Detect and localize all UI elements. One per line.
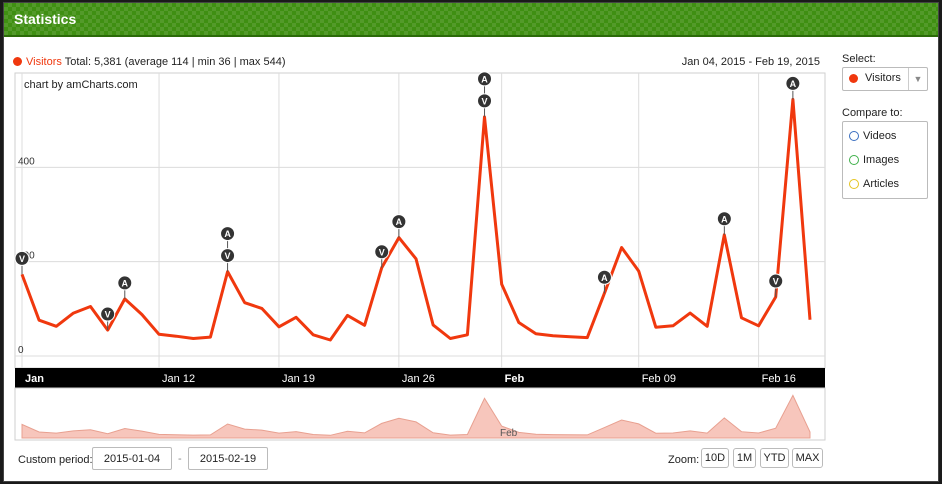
grid-lines: [15, 73, 825, 368]
annotation-label: A: [481, 74, 488, 84]
images-color-icon: [849, 155, 859, 165]
x-axis: Jan Jan 12 Jan 19 Jan 26 Feb Feb 09 Feb 16: [25, 373, 796, 385]
window-title: Statistics: [14, 11, 77, 27]
stock-chart[interactable]: 0200400 chart by amCharts.com VVAAVVAAVA…: [4, 69, 834, 445]
series-select-value: Visitors: [865, 72, 901, 84]
compare-label: Compare to:: [842, 107, 903, 119]
annotation-badge-icon[interactable]: [374, 244, 390, 260]
scrollbar-month-label: Feb: [500, 428, 518, 439]
plot-area: [14, 72, 826, 369]
annotation-badge-icon[interactable]: [477, 93, 493, 109]
annotation-badge-icon[interactable]: [220, 248, 236, 264]
annotation-badge-icon[interactable]: [117, 275, 133, 291]
x-tick-label: Jan: [25, 373, 44, 385]
annotation-badge-icon[interactable]: [716, 211, 732, 227]
zoom-ytd-button[interactable]: YTD: [760, 448, 789, 468]
select-label: Select:: [842, 53, 876, 65]
zoom-max-button[interactable]: MAX: [792, 448, 823, 468]
annotation-label: V: [773, 277, 779, 287]
x-tick-label: Feb 09: [642, 373, 676, 385]
annotation-label: A: [396, 217, 403, 227]
y-tick-label: 400: [18, 156, 35, 167]
scrollbar-series-area: [21, 394, 811, 439]
compare-item-label: Images: [863, 154, 900, 166]
date-range-label: Jan 04, 2015 - Feb 19, 2015: [681, 56, 820, 68]
annotation-label: A: [721, 214, 728, 224]
compare-item-label: Videos: [863, 130, 897, 142]
zoom-10d-button[interactable]: 10D: [701, 448, 729, 468]
annotation-badge-icon[interactable]: [220, 226, 236, 242]
annotation-label: V: [105, 310, 111, 320]
annotation-label: A: [122, 278, 129, 288]
articles-color-icon: [849, 179, 859, 189]
x-tick-label: Jan 19: [282, 373, 315, 385]
annotation-label: V: [225, 251, 231, 261]
annotation-label: V: [379, 247, 385, 257]
annotation-label: A: [790, 79, 797, 89]
legend-summary: Total: 5,381 (average 114 | min 36 | max…: [64, 56, 286, 68]
chart-credit[interactable]: chart by amCharts.com: [24, 79, 138, 91]
series-marker-icon[interactable]: [13, 57, 22, 66]
start-date-input[interactable]: [92, 447, 172, 470]
custom-period-label: Custom period:: [18, 454, 93, 466]
x-tick-label: Feb 16: [762, 373, 796, 385]
zoom-1m-button[interactable]: 1M: [733, 448, 756, 468]
compare-item-label: Articles: [863, 178, 900, 190]
annotation-badge-icon[interactable]: [477, 71, 493, 87]
compare-item-images[interactable]: Images: [849, 154, 899, 166]
annotation-badge-icon[interactable]: [785, 75, 801, 91]
zoom-label: Zoom:: [668, 454, 700, 466]
end-date-input[interactable]: [188, 447, 268, 470]
annotation-badge-icon[interactable]: [100, 306, 116, 322]
annotation-label: V: [482, 96, 488, 106]
visitors-series-line: [20, 97, 812, 342]
compare-item-videos[interactable]: Videos: [849, 130, 896, 142]
legend-series-name[interactable]: Visitors: [26, 56, 62, 68]
statistics-window: Statistics Visitors Total: 5,381 (averag…: [3, 2, 939, 482]
annotation-label: A: [224, 229, 231, 239]
annotation-badge-icon[interactable]: [768, 273, 784, 289]
annotation-label: V: [19, 254, 25, 264]
series-color-icon: [849, 74, 858, 83]
x-tick-label: Feb: [505, 373, 525, 385]
chart-legend: Visitors Total: 5,381 (average 114 | min…: [13, 56, 285, 68]
range-separator: -: [178, 453, 182, 465]
series-select[interactable]: Visitors ▼: [842, 67, 928, 91]
compare-list: Videos Images Articles: [842, 121, 928, 199]
x-tick-label: Jan 12: [162, 373, 195, 385]
title-bar: Statistics: [4, 3, 938, 37]
annotation-badge-icon[interactable]: [596, 269, 612, 285]
annotation-label: A: [601, 273, 608, 283]
event-annotations[interactable]: V V A A V V A A V A A V A: [14, 71, 801, 331]
annotation-badge-icon[interactable]: [14, 250, 30, 266]
chevron-down-icon[interactable]: ▼: [908, 68, 927, 90]
y-tick-label: 0: [18, 345, 24, 356]
annotation-badge-icon[interactable]: [391, 214, 407, 230]
videos-color-icon: [849, 131, 859, 141]
x-tick-label: Jan 26: [402, 373, 435, 385]
compare-item-articles[interactable]: Articles: [849, 178, 899, 190]
date-axis-bar: [15, 368, 825, 388]
